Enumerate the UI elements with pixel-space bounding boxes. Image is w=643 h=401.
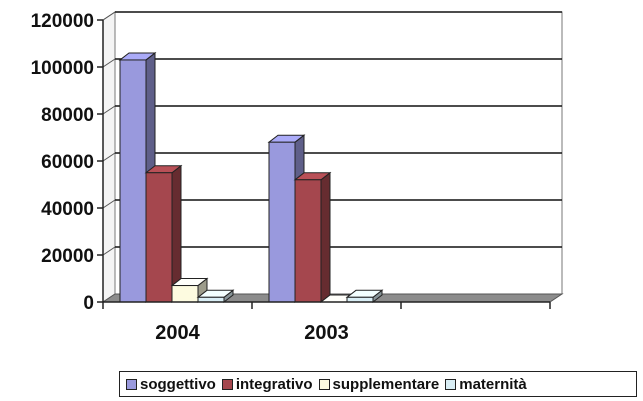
y-tick-label: 100000 — [31, 58, 94, 79]
bar-soggettivo-2004 — [119, 59, 147, 303]
y-tick-label: 20000 — [41, 246, 94, 267]
legend-label: soggettivo — [140, 375, 216, 393]
legend-swatch — [126, 378, 137, 390]
legend: soggettivo integrativo supplementare matern… — [119, 371, 637, 397]
legend-swatch — [445, 378, 457, 390]
legend-label: maternità — [459, 375, 527, 393]
bar-integrativo-2003 — [294, 179, 322, 303]
y-tick-label: 0 — [83, 293, 94, 314]
bar-side-integrativo-2003 — [320, 171, 331, 304]
bar-integrativo-2004 — [145, 172, 173, 303]
legend-item: supplementare — [318, 375, 440, 393]
legend-item: integrativo — [221, 375, 313, 393]
y-tick-label: 40000 — [41, 199, 94, 220]
y-tick-label: 60000 — [41, 152, 94, 173]
gridline-side — [102, 152, 116, 162]
legend-item: soggettivo — [126, 376, 216, 393]
bar-supplementare-2004 — [171, 285, 199, 303]
gridline-side — [102, 58, 116, 68]
y-tick-label: 80000 — [41, 105, 94, 126]
gridline-side — [102, 105, 116, 115]
legend-swatch — [221, 378, 233, 390]
legend-label: integrativo — [235, 375, 313, 393]
legend-item: maternità — [445, 376, 527, 393]
bar-soggettivo-2003 — [268, 141, 296, 303]
gridline-side — [102, 199, 116, 209]
gridline-side — [102, 246, 116, 256]
legend-swatch — [318, 378, 330, 390]
y-tick-label: 120000 — [31, 11, 94, 32]
gridline-side — [102, 11, 116, 21]
x-tick-label: 2003 — [304, 322, 349, 344]
x-tick-label: 2004 — [155, 322, 200, 344]
legend-label: supplementare — [332, 375, 440, 393]
